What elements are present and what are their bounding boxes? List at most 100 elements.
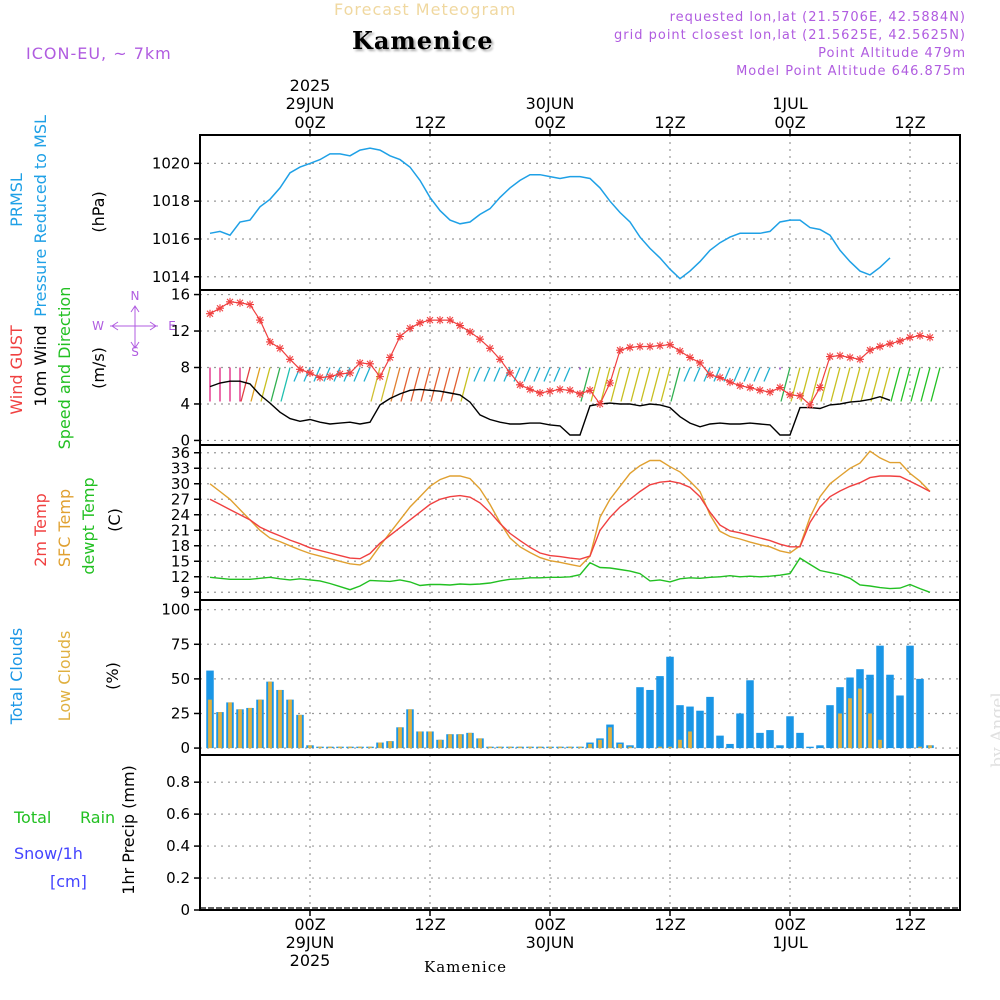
temp-2m-line — [209, 475, 931, 560]
low-cloud-bar — [378, 742, 382, 749]
gust-marker — [676, 347, 684, 356]
gust-marker — [926, 333, 934, 342]
gust-marker — [716, 373, 724, 382]
total-cloud-bar — [706, 696, 714, 749]
y-tick-label: 50 — [171, 670, 190, 688]
low-cloud-bar — [318, 746, 322, 749]
y-tick-label: 18 — [171, 537, 190, 555]
wind-arrow — [890, 367, 901, 402]
gust-marker — [736, 381, 744, 390]
y-tick-label: 100 — [161, 601, 190, 619]
gust-marker — [306, 368, 314, 377]
y-tick-label: 8 — [180, 359, 190, 377]
ylabel-low-clouds: Low Clouds — [55, 631, 74, 722]
y-tick-label: 15 — [171, 552, 190, 570]
gust-marker — [486, 344, 494, 353]
gust-marker — [496, 355, 504, 364]
gust-marker — [226, 297, 234, 306]
y-tick-label: 33 — [171, 459, 190, 477]
date-label-bottom: 30JUN — [526, 933, 575, 952]
wind-arrow — [563, 367, 571, 382]
gust-marker — [816, 383, 824, 392]
gust-marker — [756, 386, 764, 395]
low-cloud-bar — [538, 746, 542, 749]
gust-marker — [206, 309, 214, 318]
wind-arrow — [910, 367, 921, 402]
wind-arrow — [620, 367, 631, 402]
total-cloud-bar — [906, 645, 914, 749]
low-cloud-bar — [918, 746, 922, 749]
wind-arrow — [780, 367, 791, 402]
wind-arrow — [303, 367, 311, 382]
total-cloud-bar — [686, 706, 694, 749]
y-tick-label: 0.6 — [166, 805, 190, 823]
gust-marker — [396, 332, 404, 341]
wind-arrow — [343, 367, 351, 382]
gust-marker — [266, 337, 274, 346]
low-cloud-bar — [578, 746, 582, 749]
panel-frame-clouds — [199, 599, 961, 756]
total-cloud-bar — [776, 745, 784, 749]
dewpoint-line — [209, 557, 931, 593]
gust-marker — [596, 399, 604, 408]
total-cloud-bar — [726, 743, 734, 749]
ylabel-total-clouds: Total Clouds — [7, 628, 26, 726]
wind-arrow — [543, 367, 551, 382]
date-label-bottom: 1JUL — [772, 933, 808, 952]
wind-arrow — [260, 367, 271, 402]
total-cloud-bar — [736, 713, 744, 749]
wind-arrow — [390, 367, 401, 402]
low-cloud-bar — [248, 707, 252, 749]
gust-marker — [436, 316, 444, 325]
low-cloud-bar — [478, 738, 482, 749]
wind-arrow — [370, 367, 381, 402]
low-cloud-bar — [408, 709, 412, 749]
compass-w: W — [92, 319, 104, 333]
y-tick-label: 24 — [171, 506, 190, 524]
time-label-bottom: 12Z — [654, 915, 685, 934]
wind-arrow — [670, 367, 681, 402]
wind-arrow — [250, 367, 261, 402]
total-cloud-bar — [766, 730, 774, 749]
low-cloud-bar — [278, 689, 282, 749]
wind-arrow — [553, 367, 561, 382]
gust-marker — [556, 385, 564, 394]
wind-arrow — [460, 367, 471, 402]
wind-arrow — [860, 367, 871, 402]
gust-marker — [566, 386, 574, 395]
y-tick-label: 0.4 — [166, 837, 190, 855]
wind-arrow — [400, 367, 411, 402]
low-cloud-bar — [628, 746, 632, 749]
gust-marker — [346, 368, 354, 377]
wind-arrow — [763, 367, 771, 382]
total-cloud-bar — [866, 674, 874, 749]
gust-marker — [796, 391, 804, 400]
wind-arrow — [790, 367, 801, 402]
low-cloud-bar — [618, 743, 622, 749]
year-label-bottom: 2025 — [290, 951, 331, 970]
wind-arrow — [590, 367, 601, 402]
date-label-top: 29JUN — [286, 94, 335, 113]
low-cloud-bar — [518, 746, 522, 749]
compass-n: N — [131, 289, 140, 303]
low-cloud-bar — [418, 731, 422, 749]
low-cloud-bar — [368, 746, 372, 749]
time-label-bottom: 00Z — [774, 915, 805, 934]
time-label-bottom: 12Z — [414, 915, 445, 934]
year-label-top: 2025 — [290, 76, 331, 95]
wind-arrow — [820, 367, 831, 402]
wind-arrow — [660, 367, 671, 402]
wind-arrow — [473, 367, 481, 382]
y-tick-label: 36 — [171, 444, 190, 462]
ylabel-precip: 1hr Precip (mm) — [119, 765, 138, 895]
pressure-line — [209, 147, 891, 280]
gust-marker — [656, 341, 664, 350]
low-cloud-bar — [678, 739, 682, 749]
gust-marker — [876, 342, 884, 351]
wind-arrow — [363, 367, 371, 382]
low-cloud-bar — [598, 739, 602, 749]
y-tick-label: 12 — [171, 322, 190, 340]
requested-coords: requested lon,lat (21.5706E, 42.5884N) — [669, 10, 966, 25]
gust-marker — [366, 359, 374, 368]
gust-marker — [416, 318, 424, 327]
